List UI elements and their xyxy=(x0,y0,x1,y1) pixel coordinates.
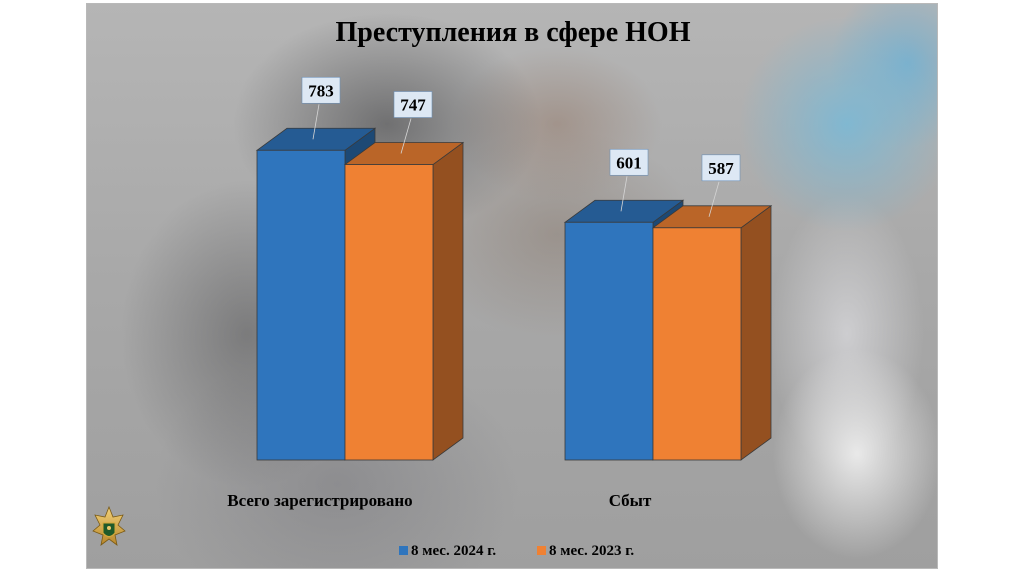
data-label: 783 xyxy=(308,81,334,100)
leader-line xyxy=(620,176,628,212)
legend: 8 мес. 2024 г. 8 мес. 2023 г. xyxy=(399,543,634,559)
value-labels-group: 783 747 601 587 xyxy=(301,76,741,217)
bars-group xyxy=(255,127,773,461)
data-label-box xyxy=(301,76,341,104)
prosecutor-emblem-icon xyxy=(92,505,126,546)
data-label: 747 xyxy=(400,96,426,115)
legend-swatch xyxy=(399,546,408,555)
data-label-box xyxy=(393,91,433,118)
category-label: Всего зарегистрировано xyxy=(227,491,412,510)
legend-label: 8 мес. 2024 г. xyxy=(411,543,496,559)
legend-swatch xyxy=(537,546,546,555)
leader-line xyxy=(400,118,412,154)
chart-title: Преступления в сфере НОН xyxy=(336,17,691,48)
data-label: 587 xyxy=(708,159,734,178)
bar xyxy=(652,227,742,461)
data-label-box xyxy=(609,148,649,176)
leader-line xyxy=(708,181,720,217)
bar xyxy=(564,221,654,461)
data-label-box xyxy=(701,154,741,182)
slide: Преступления в сфере НОН 783 747 601 587 Вс… xyxy=(86,3,938,569)
bar xyxy=(344,164,434,461)
category-labels-group: Всего зарегистрировано Сбыт xyxy=(227,491,652,510)
data-label: 601 xyxy=(616,153,642,172)
bar-side xyxy=(432,141,464,461)
bar-side xyxy=(740,205,772,461)
bar-chart: Преступления в сфере НОН 783 747 601 587 Вс… xyxy=(92,17,773,559)
leader-line xyxy=(312,104,320,140)
legend-label: 8 мес. 2023 г. xyxy=(549,543,634,559)
bar xyxy=(256,149,346,461)
category-label: Сбыт xyxy=(609,491,652,510)
